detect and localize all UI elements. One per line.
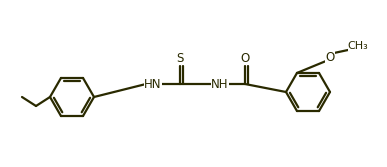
Text: NH: NH — [211, 77, 229, 91]
Text: S: S — [176, 51, 184, 64]
Text: O: O — [240, 51, 250, 64]
Text: HN: HN — [144, 77, 162, 91]
Text: O: O — [325, 50, 335, 63]
Text: CH₃: CH₃ — [348, 41, 368, 51]
